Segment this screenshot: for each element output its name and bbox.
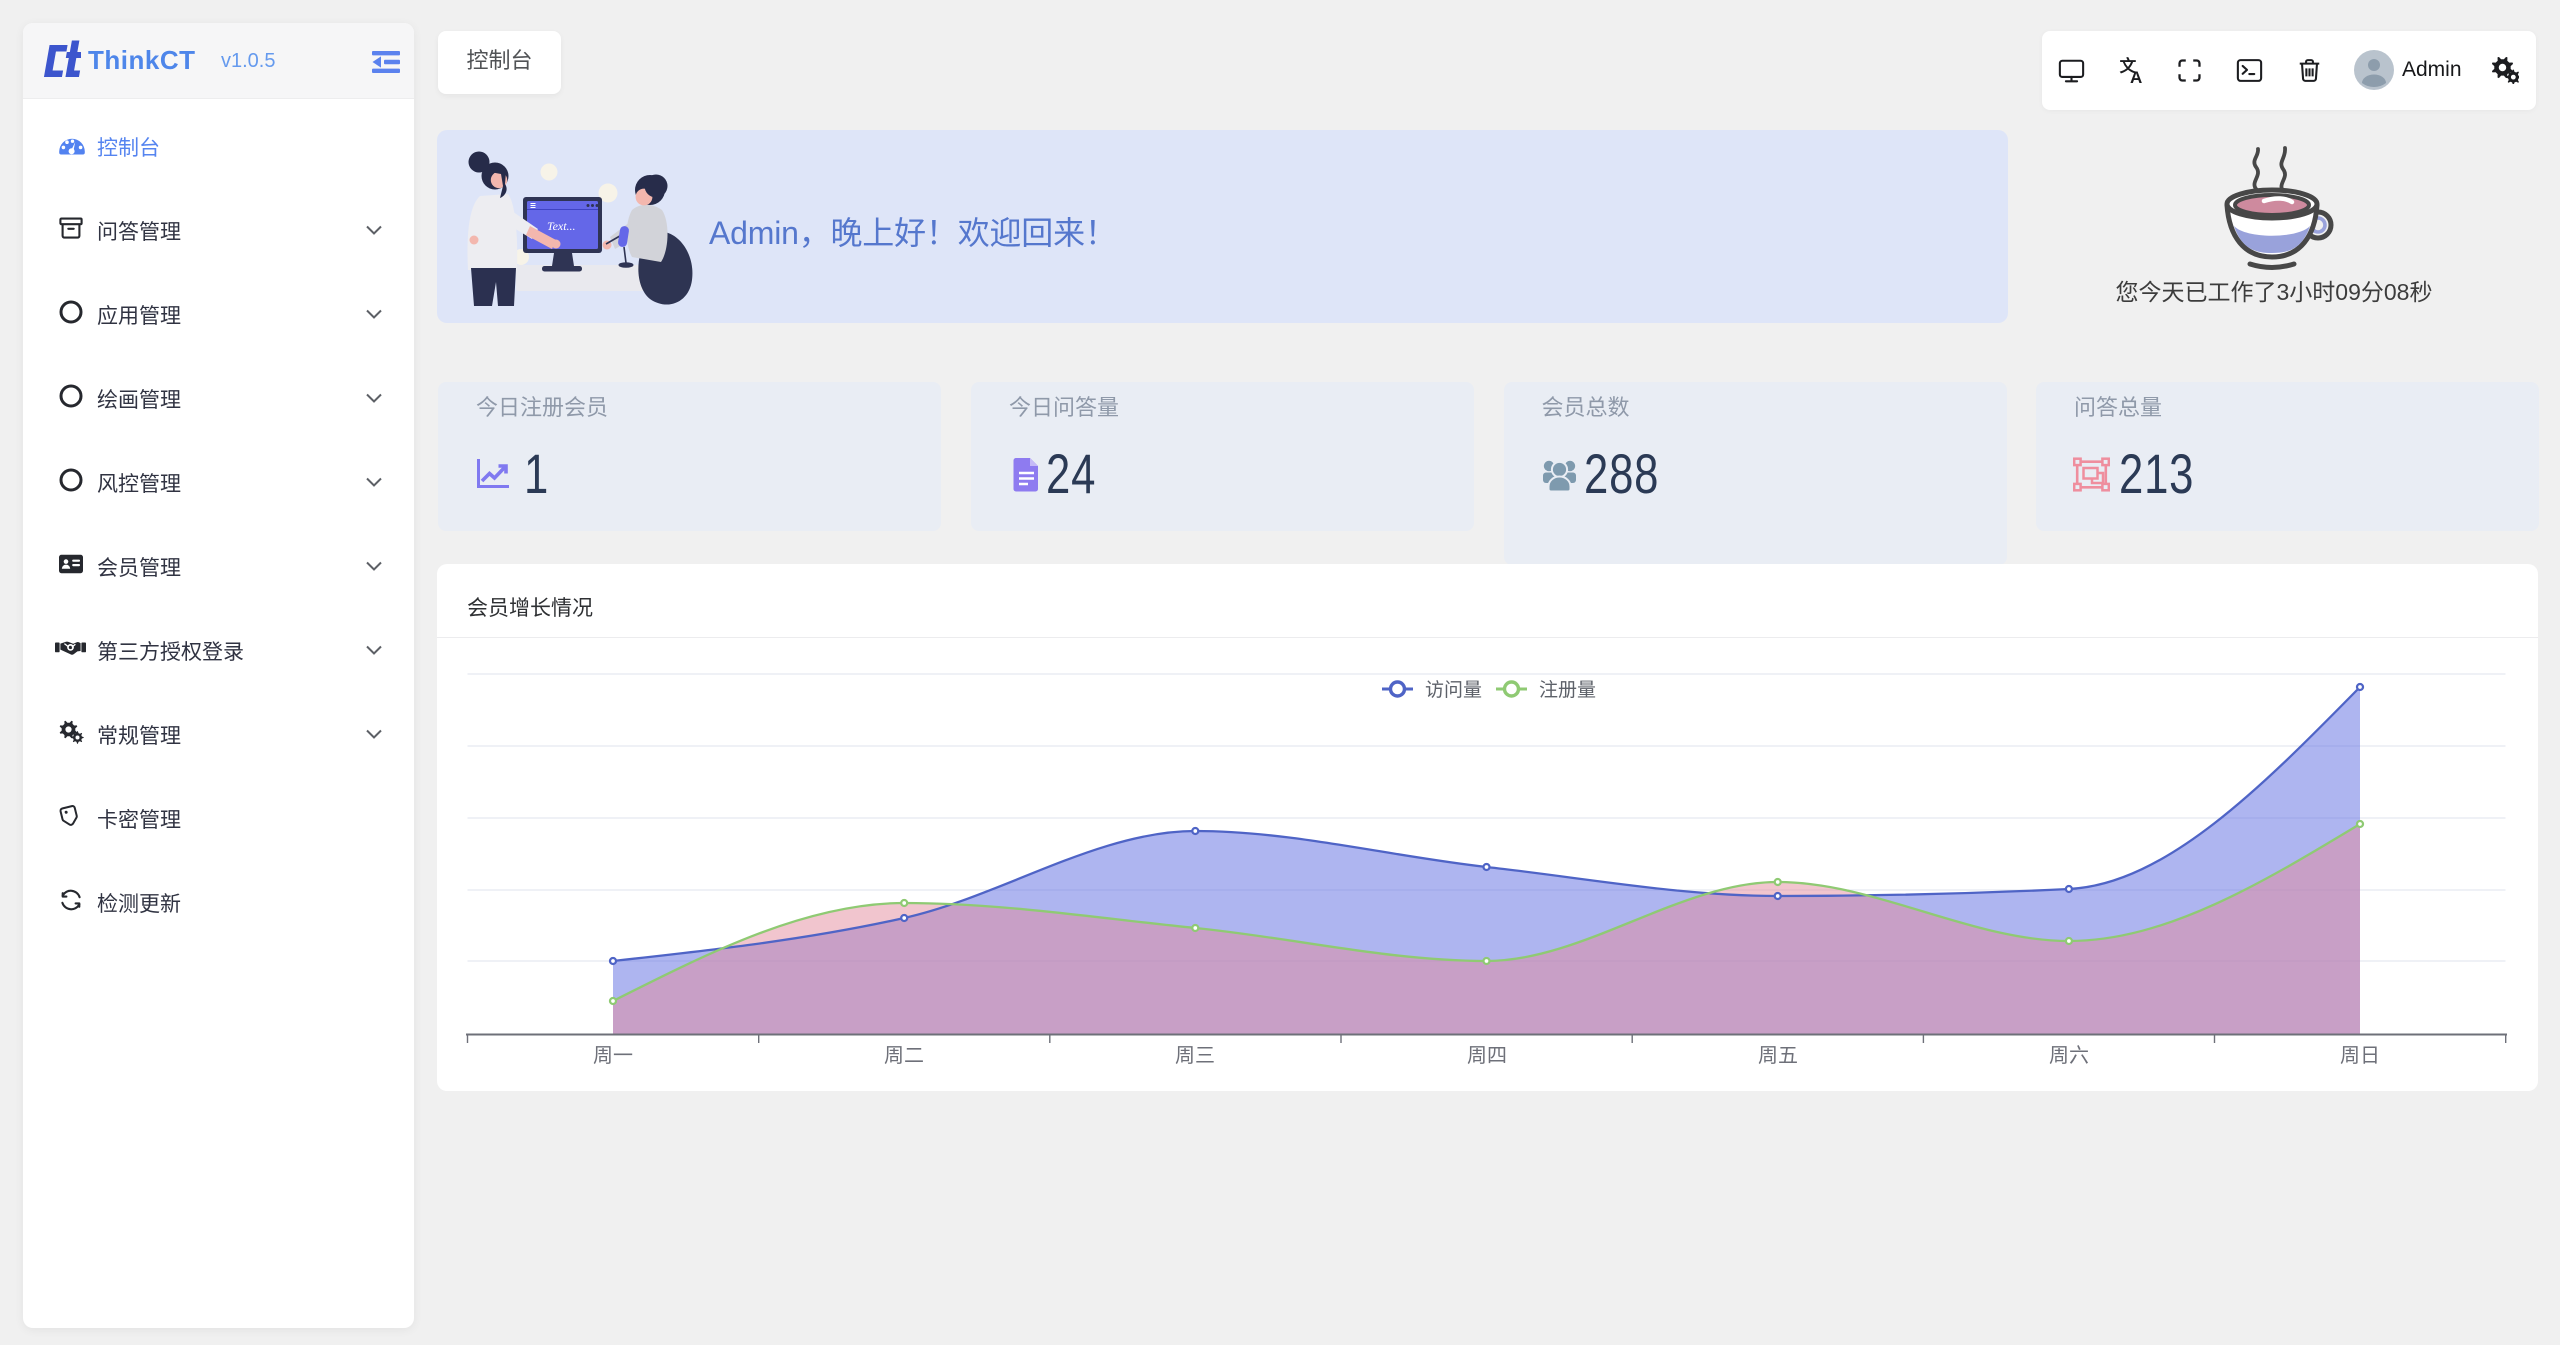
svg-text:周五: 周五 bbox=[1758, 1045, 1798, 1067]
svg-text:周三: 周三 bbox=[1175, 1045, 1215, 1067]
svg-text:Text...: Text... bbox=[547, 219, 576, 233]
svg-text:注册量: 注册量 bbox=[1539, 679, 1596, 701]
svg-text:访问量: 访问量 bbox=[1425, 679, 1482, 701]
svg-text:周二: 周二 bbox=[884, 1045, 924, 1067]
svg-text:A: A bbox=[2130, 68, 2142, 84]
svg-text:周一: 周一 bbox=[593, 1045, 633, 1067]
svg-text:文: 文 bbox=[2120, 57, 2137, 75]
svg-text:周日: 周日 bbox=[2340, 1045, 2380, 1067]
svg-text:周四: 周四 bbox=[1467, 1045, 1507, 1067]
svg-text:周六: 周六 bbox=[2049, 1044, 2089, 1067]
